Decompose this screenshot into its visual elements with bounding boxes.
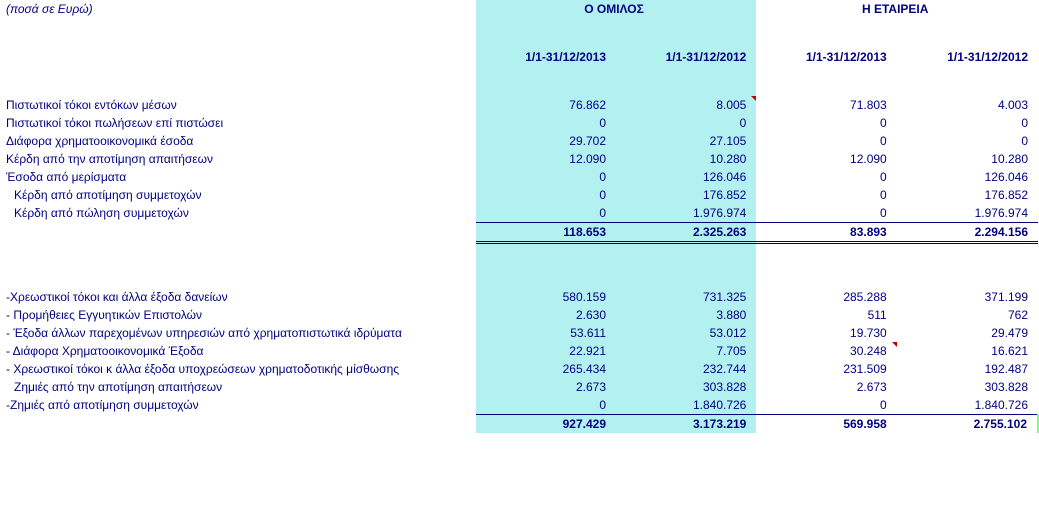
row-value: 2.673 (476, 378, 616, 396)
row-value: 176.852 (897, 186, 1038, 204)
row-value: 0 (476, 396, 616, 415)
row-label: Έσοδα από μερίσματα (0, 168, 476, 186)
row-value: 10.280 (897, 150, 1038, 168)
row-value: 12.090 (756, 150, 896, 168)
row-value: 0 (476, 204, 616, 223)
financial-table: (ποσά σε Ευρώ) Ο ΟΜΙΛΟΣ Η ΕΤΑΙΡΕΙΑ 1/1-3… (0, 0, 1039, 433)
row-label: Πιστωτικοί τόκοι εντόκων μέσων (0, 96, 476, 114)
row-label: Πιστωτικοί τόκοι πωλήσεων επί πιστώσει (0, 114, 476, 132)
row-value: 762 (897, 306, 1038, 324)
row-value: 3.880 (616, 306, 756, 324)
period-col-3: 1/1-31/12/2013 (756, 40, 896, 74)
table-row: Κέρδη από την αποτίμηση απαιτήσεων12.090… (0, 150, 1038, 168)
row-value: 126.046 (897, 168, 1038, 186)
row-value: 22.921 (476, 342, 616, 360)
table-row: - Προμήθειες Εγγυητικών Επιστολών2.6303.… (0, 306, 1038, 324)
table-row: - Χρεωστικοί τόκοι κ άλλα έξοδα υποχρεώσ… (0, 360, 1038, 378)
row-value: 371.199 (897, 288, 1038, 306)
row-value: 1.976.974 (897, 204, 1038, 223)
row-value: 731.325 (616, 288, 756, 306)
row-value: 265.434 (476, 360, 616, 378)
row-value: 580.159 (476, 288, 616, 306)
row-label: -Χρεωστικοί τόκοι και άλλα έξοδα δανείων (0, 288, 476, 306)
row-value: 232.744 (616, 360, 756, 378)
table-row: - Διάφορα Χρηματοοικονομικά Έξοδα22.9217… (0, 342, 1038, 360)
row-value: 1.840.726 (616, 396, 756, 415)
period-col-1: 1/1-31/12/2013 (476, 40, 616, 74)
row-value: 0 (616, 114, 756, 132)
row-value: 511 (756, 306, 896, 324)
table-row: Ζημιές από την αποτίμηση απαιτήσεων2.673… (0, 378, 1038, 396)
row-value: 10.280 (616, 150, 756, 168)
row-value: 0 (476, 186, 616, 204)
row-value: 0 (756, 396, 896, 415)
row-label: Ζημιές από την αποτίμηση απαιτήσεων (0, 378, 476, 396)
row-label: - Προμήθειες Εγγυητικών Επιστολών (0, 306, 476, 324)
row-label: - Χρεωστικοί τόκοι κ άλλα έξοδα υποχρεώσ… (0, 360, 476, 378)
row-value: 2.673 (756, 378, 896, 396)
row-value: 0 (897, 114, 1038, 132)
row-value: 53.012 (616, 324, 756, 342)
table-row: Κέρδη από αποτίμηση συμμετοχών0176.85201… (0, 186, 1038, 204)
row-label: - Διάφορα Χρηματοοικονομικά Έξοδα (0, 342, 476, 360)
table-row: Πιστωτικοί τόκοι πωλήσεων επί πιστώσει00… (0, 114, 1038, 132)
row-label: -Ζημιές από αποτίμηση συμμετοχών (0, 396, 476, 415)
period-col-2: 1/1-31/12/2012 (616, 40, 756, 74)
section-a-subtotal: 118.653 2.325.263 83.893 2.294.156 (0, 223, 1038, 243)
row-value: 2.630 (476, 306, 616, 324)
table-row: Κέρδη από πώληση συμμετοχών01.976.97401.… (0, 204, 1038, 223)
table-row: -Ζημιές από αποτίμηση συμμετοχών01.840.7… (0, 396, 1038, 415)
row-value: 8.005 (616, 96, 756, 114)
row-value: 303.828 (897, 378, 1038, 396)
row-label: Κέρδη από την αποτίμηση απαιτήσεων (0, 150, 476, 168)
row-value: 29.702 (476, 132, 616, 150)
row-value: 12.090 (476, 150, 616, 168)
row-value: 29.479 (897, 324, 1038, 342)
row-value: 4.003 (897, 96, 1038, 114)
table-row: -Χρεωστικοί τόκοι και άλλα έξοδα δανείων… (0, 288, 1038, 306)
table-row: Έσοδα από μερίσματα0126.0460126.046 (0, 168, 1038, 186)
row-value: 27.105 (616, 132, 756, 150)
row-value: 71.803 (756, 96, 896, 114)
row-value: 0 (476, 168, 616, 186)
row-label: - Έξοδα άλλων παρεχομένων υπηρεσιών από … (0, 324, 476, 342)
row-value: 231.509 (756, 360, 896, 378)
row-value: 30.248 (756, 342, 896, 360)
row-value: 0 (756, 204, 896, 223)
row-value: 0 (756, 114, 896, 132)
row-value: 16.621 (897, 342, 1038, 360)
row-value: 0 (756, 168, 896, 186)
section-b-total: 927.429 3.173.219 569.958 2.755.102 (0, 415, 1038, 434)
row-value: 7.705 (616, 342, 756, 360)
currency-note: (ποσά σε Ευρώ) (0, 0, 476, 18)
row-value: 0 (897, 132, 1038, 150)
row-value: 19.730 (756, 324, 896, 342)
row-label: Κέρδη από πώληση συμμετοχών (0, 204, 476, 223)
company-header: Η ΕΤΑΙΡΕΙΑ (756, 0, 1038, 18)
row-value: 0 (756, 132, 896, 150)
row-value: 76.862 (476, 96, 616, 114)
row-value: 303.828 (616, 378, 756, 396)
row-value: 0 (476, 114, 616, 132)
table-row: Διάφορα χρηματοοικονομικά έσοδα29.70227.… (0, 132, 1038, 150)
row-value: 126.046 (616, 168, 756, 186)
table-row: Πιστωτικοί τόκοι εντόκων μέσων76.8628.00… (0, 96, 1038, 114)
row-value: 285.288 (756, 288, 896, 306)
row-label: Κέρδη από αποτίμηση συμμετοχών (0, 186, 476, 204)
row-value: 192.487 (897, 360, 1038, 378)
row-value: 1.976.974 (616, 204, 756, 223)
row-value: 1.840.726 (897, 396, 1038, 415)
row-value: 53.611 (476, 324, 616, 342)
row-value: 176.852 (616, 186, 756, 204)
group-header: Ο ΟΜΙΛΟΣ (476, 0, 757, 18)
row-label: Διάφορα χρηματοοικονομικά έσοδα (0, 132, 476, 150)
row-value: 0 (756, 186, 896, 204)
table-row: - Έξοδα άλλων παρεχομένων υπηρεσιών από … (0, 324, 1038, 342)
period-col-4: 1/1-31/12/2012 (897, 40, 1038, 74)
